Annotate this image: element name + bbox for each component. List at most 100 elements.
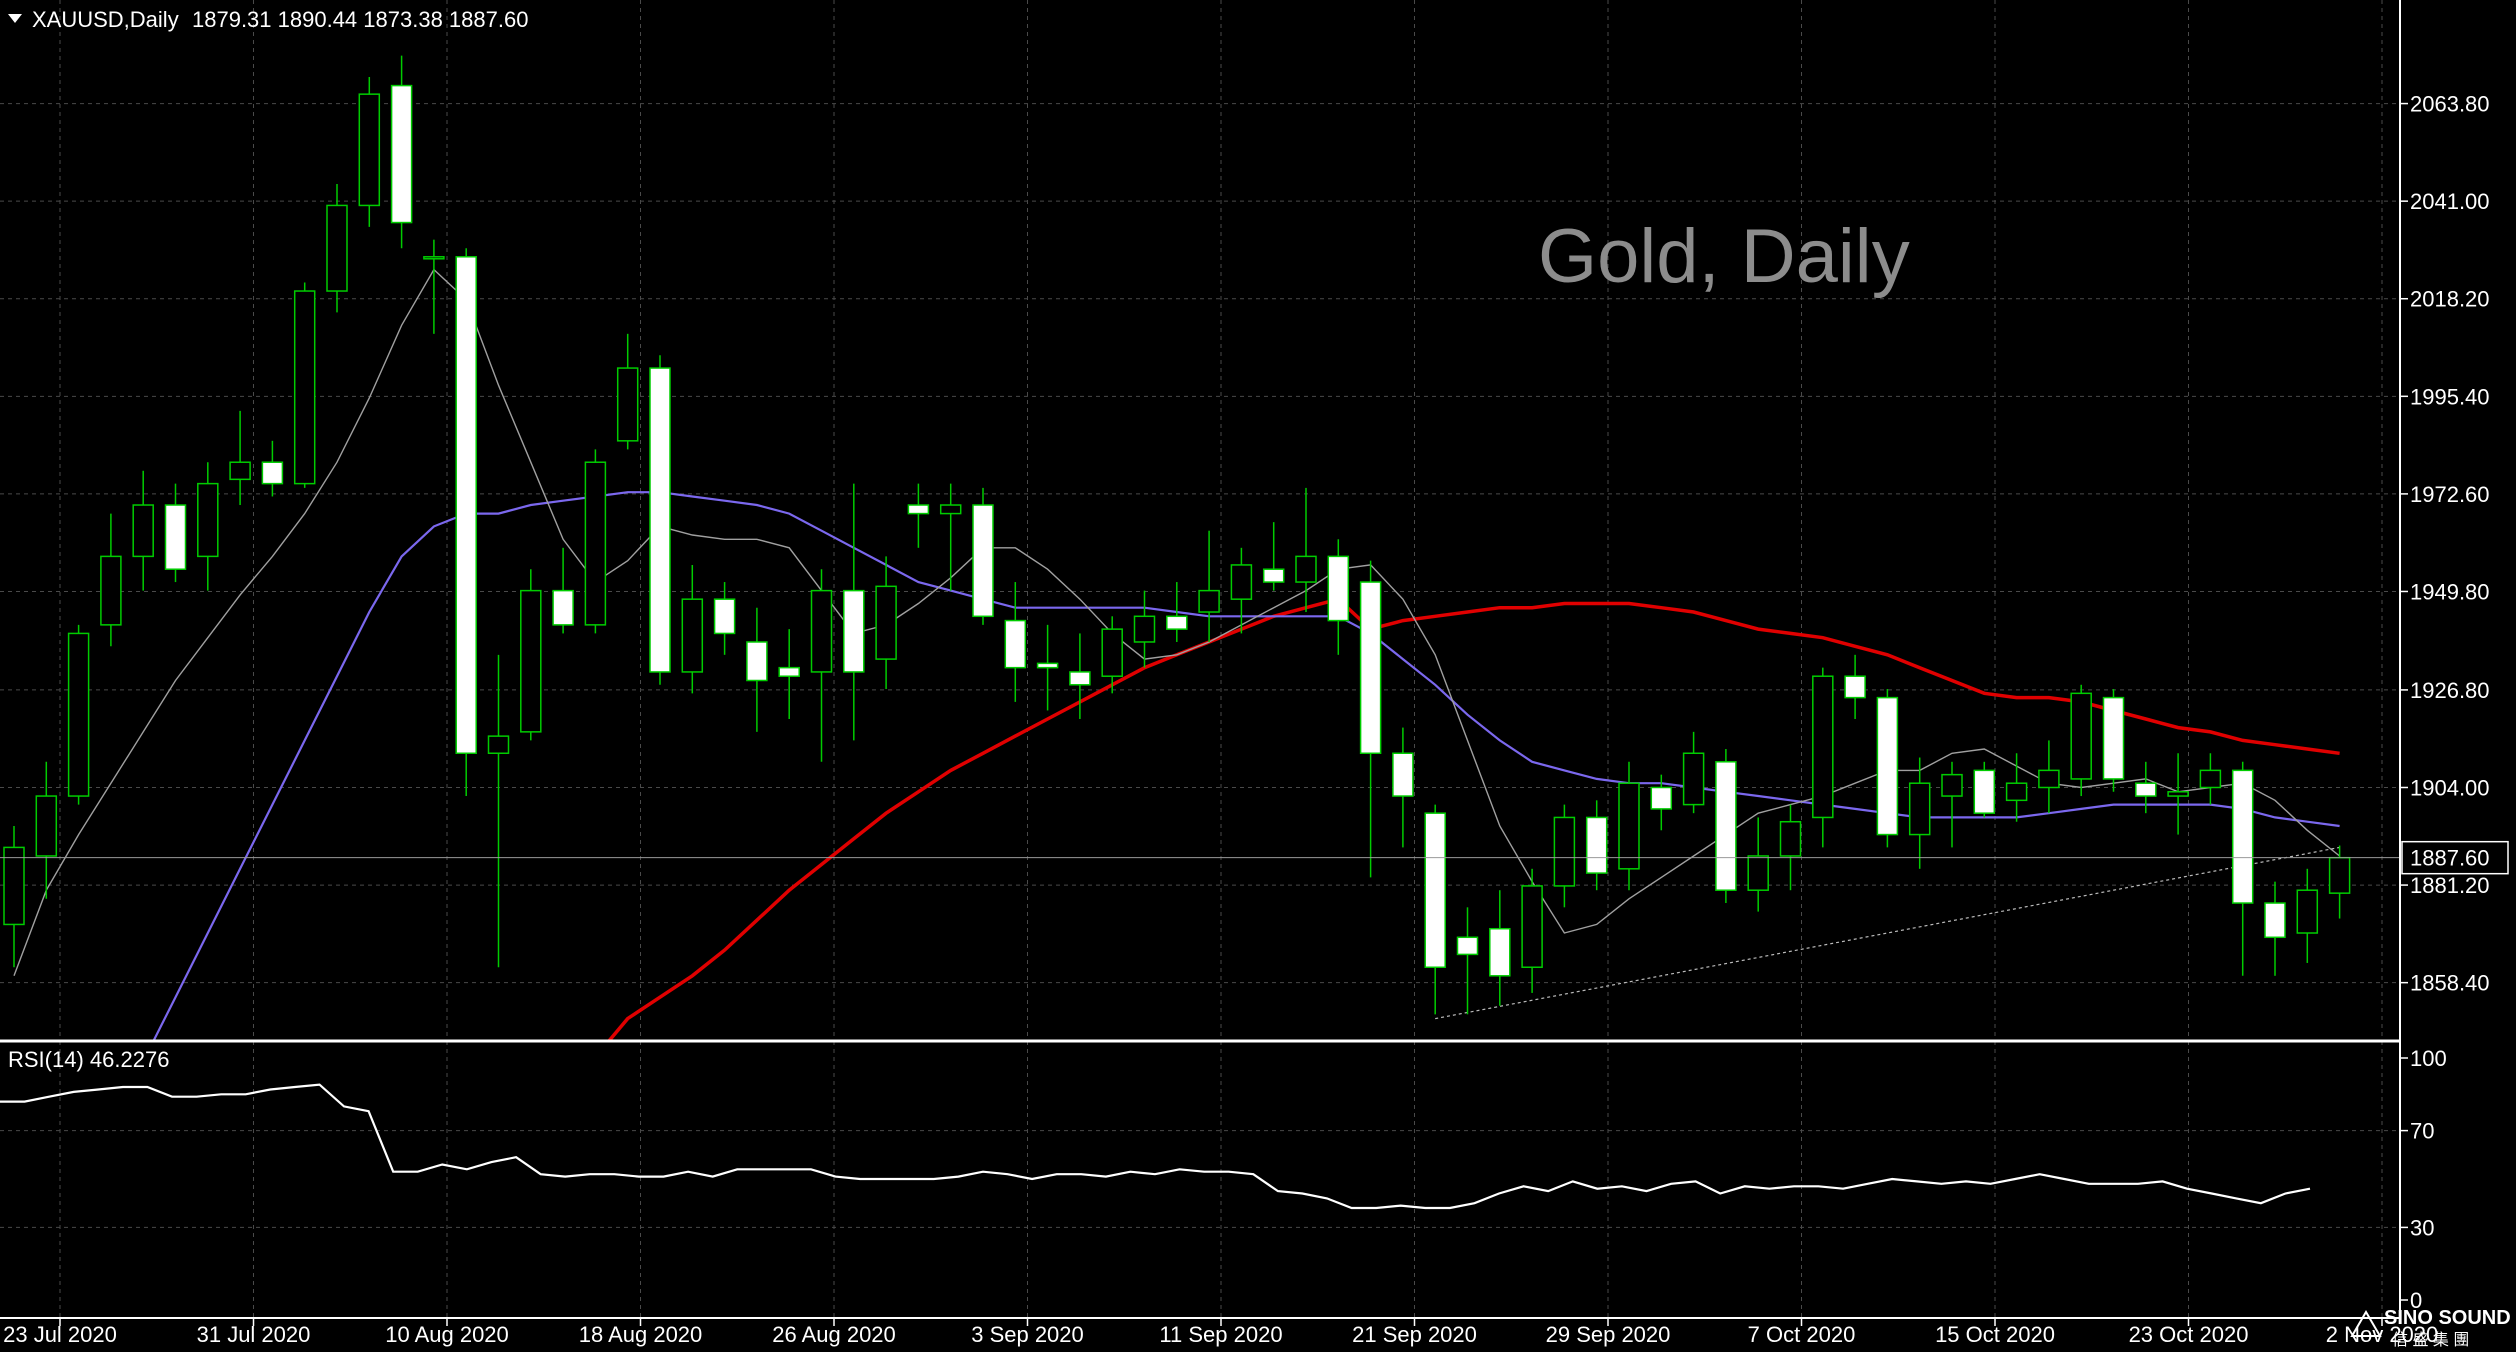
candle-bull xyxy=(2199,769,2222,789)
candle-bear xyxy=(1069,671,1091,686)
price-tick-label: 1881.20 xyxy=(2410,873,2490,898)
rsi-line xyxy=(0,1083,2311,1210)
price-tick-label: 1995.40 xyxy=(2410,384,2490,409)
candle-bear xyxy=(1327,555,1350,622)
candle-bull xyxy=(2296,889,2319,934)
candle-bull xyxy=(520,589,542,733)
candle-bull xyxy=(1682,752,1705,806)
date-tick-label: 23 Jul 2020 xyxy=(3,1322,117,1347)
candle-bull xyxy=(1295,555,1317,583)
candle-bear xyxy=(972,504,994,618)
rsi-grid xyxy=(0,1041,2400,1318)
candle-bear xyxy=(907,504,930,515)
rsi-tick-label: 30 xyxy=(2410,1215,2434,1240)
candle-bear xyxy=(649,367,671,673)
candle-bear xyxy=(1166,615,1188,630)
candle-bull xyxy=(326,204,348,292)
price-tick-label: 2063.80 xyxy=(2410,92,2490,117)
candle-bear xyxy=(1489,927,1511,977)
candle-bear xyxy=(1456,936,1479,956)
candle-bull xyxy=(1230,564,1253,600)
price-axis: 2063.80 2041.00 2018.20 1995.40 1972.60 1949.… xyxy=(2400,92,2490,996)
ohlc-values: 1879.31 1890.44 1873.38 1887.60 xyxy=(192,7,528,32)
menu-triangle-icon[interactable] xyxy=(8,14,22,23)
candle-bear xyxy=(1876,696,1899,836)
date-axis: 23 Jul 2020 31 Jul 2020 10 Aug 2020 18 Aug … xyxy=(3,1318,2438,1347)
candle-bear xyxy=(1973,769,1996,814)
candle-bull xyxy=(810,589,833,673)
candle-bear xyxy=(1650,786,1673,810)
candle-bear xyxy=(390,84,413,224)
candle-bear xyxy=(843,589,865,673)
candle-bull xyxy=(197,482,219,558)
symbol-label: XAUUSD,Daily xyxy=(32,7,179,32)
candle-bear xyxy=(1036,662,1059,669)
candle-bull xyxy=(487,735,510,755)
candle-bear xyxy=(2102,696,2125,780)
candle-bull xyxy=(293,290,316,485)
candle-bull xyxy=(616,367,639,442)
current-price-label: 1887.60 xyxy=(2410,846,2490,871)
date-tick-label: 2 Nov 2020 xyxy=(2326,1322,2439,1347)
candle-bull xyxy=(2005,782,2028,802)
candle-bear xyxy=(713,598,736,635)
candle-bull xyxy=(2070,692,2092,780)
candle-bear xyxy=(2135,782,2157,797)
candle-bull xyxy=(358,93,381,207)
chart-watermark: Gold, Daily xyxy=(1538,214,1910,299)
candle-bear xyxy=(1844,675,1866,699)
candle-bull xyxy=(1812,675,1834,819)
date-tick-label: 29 Sep 2020 xyxy=(1546,1322,1671,1347)
rsi-indicator xyxy=(0,1083,2311,1210)
candle-bear xyxy=(164,504,187,570)
candle-bull xyxy=(1133,615,1156,643)
candle-bull xyxy=(681,598,704,673)
candle-bull xyxy=(423,256,445,260)
candle-bear xyxy=(455,256,477,755)
price-tick-label: 2018.20 xyxy=(2410,287,2490,312)
date-tick-label: 7 Oct 2020 xyxy=(1748,1322,1856,1347)
date-tick-label: 26 Aug 2020 xyxy=(772,1322,896,1347)
candle-bull xyxy=(1747,855,1769,891)
candle-bull xyxy=(35,795,58,857)
rsi-tick-label: 70 xyxy=(2410,1119,2434,1144)
price-tick-label: 1972.60 xyxy=(2410,482,2490,507)
candle-bull xyxy=(1198,589,1220,613)
logo-sub: 信 盛 集 團 xyxy=(2392,1331,2469,1349)
rsi-label: RSI(14) 46.2276 xyxy=(8,1047,169,1072)
date-tick-label: 31 Jul 2020 xyxy=(197,1322,311,1347)
date-tick-label: 18 Aug 2020 xyxy=(579,1322,703,1347)
candle-bull xyxy=(1779,820,1802,857)
candle-bear xyxy=(552,589,574,626)
candle-bear xyxy=(1359,581,1382,755)
candle-bear xyxy=(746,641,768,682)
rsi-tick-label: 100 xyxy=(2410,1046,2447,1071)
candle-bull xyxy=(939,504,962,515)
date-tick-label: 11 Sep 2020 xyxy=(1159,1322,1282,1347)
candle-bull xyxy=(2167,791,2189,797)
candle-bear xyxy=(2264,902,2286,939)
ma-fast-line xyxy=(13,268,2341,977)
candle-bull xyxy=(229,461,251,481)
price-tick-label: 1858.40 xyxy=(2410,971,2490,996)
candle-bull xyxy=(67,632,90,797)
price-tick-label: 2041.00 xyxy=(2410,189,2490,214)
candle-bear xyxy=(1585,816,1608,874)
price-tick-label: 1926.80 xyxy=(2410,678,2490,703)
candle-bear xyxy=(1004,619,1027,669)
candle-bull xyxy=(3,846,25,926)
candlesticks xyxy=(3,55,2351,1015)
sino-sound-logo: SINO SOUND 信 盛 集 團 xyxy=(2350,1307,2511,1349)
candle-bear xyxy=(1424,812,1446,968)
date-tick-label: 15 Oct 2020 xyxy=(1935,1322,2055,1347)
candle-bull xyxy=(1553,816,1576,887)
rsi-tick-label: 0 xyxy=(2410,1288,2422,1313)
candle-bull xyxy=(1908,782,1931,836)
candle-bear xyxy=(1262,568,1285,583)
candle-bear xyxy=(778,666,800,677)
candle-bear xyxy=(261,461,284,485)
logo-triangle-icon xyxy=(2350,1310,2382,1337)
logo-name: SINO SOUND xyxy=(2384,1307,2511,1329)
current-price-marker: 1887.60 xyxy=(2401,840,2509,875)
